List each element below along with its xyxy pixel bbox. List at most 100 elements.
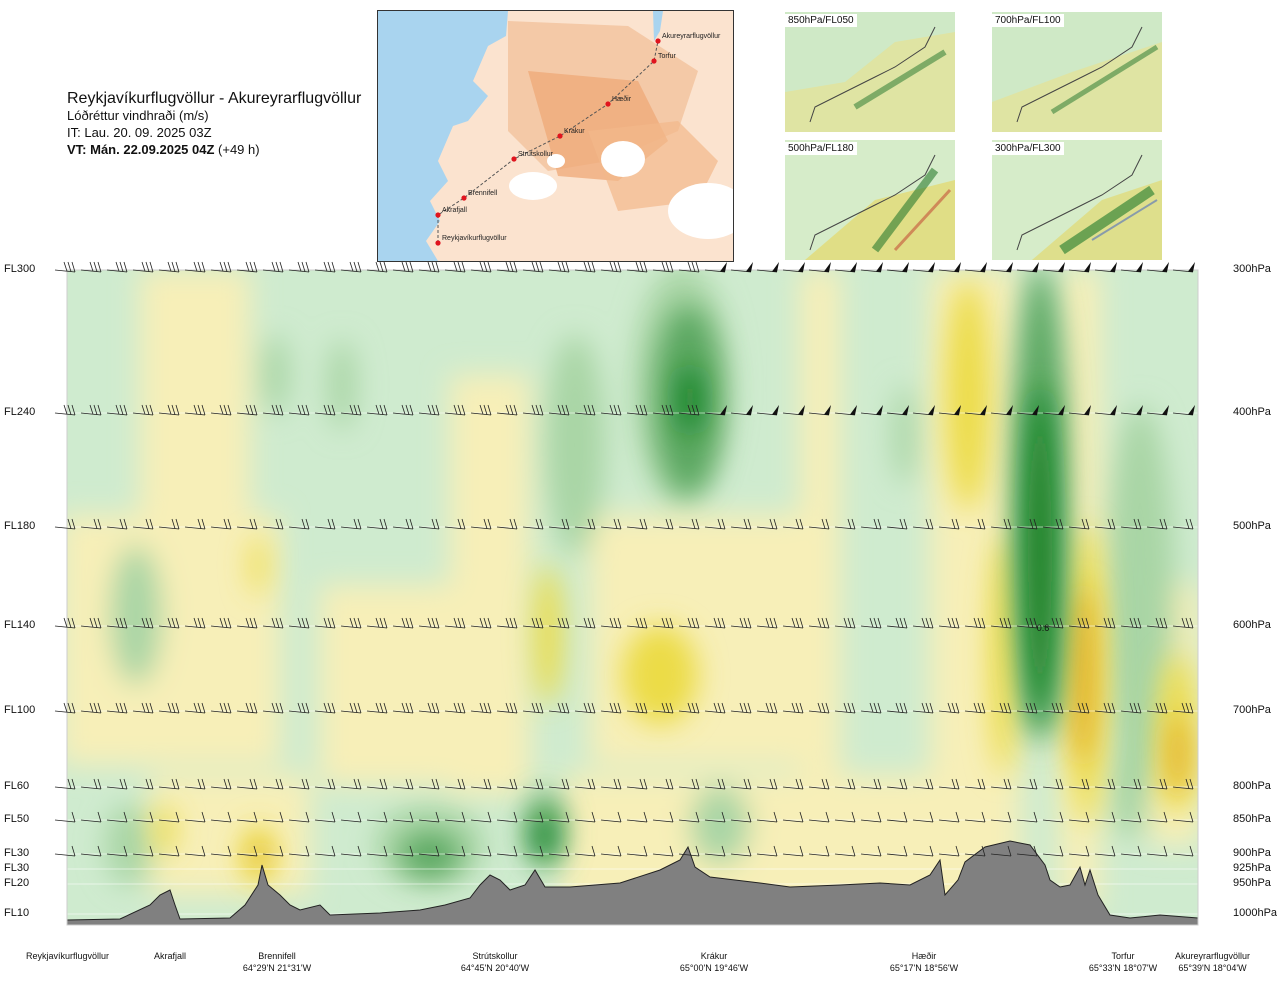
wind-barb	[236, 811, 258, 823]
wind-barb	[886, 518, 908, 530]
wind-barb	[912, 617, 934, 629]
wind-barb	[1068, 262, 1091, 273]
wind-barb	[964, 845, 986, 857]
wind-barb	[548, 702, 570, 714]
wind-barb	[834, 405, 857, 416]
wind-barb	[912, 702, 934, 714]
wind-barb	[418, 617, 440, 629]
route-waypoint-marker	[461, 195, 467, 201]
wind-barb	[548, 261, 570, 273]
wind-barb	[1016, 617, 1038, 629]
wind-barb	[496, 404, 518, 416]
route-waypoint-label: Krákur	[564, 128, 585, 135]
wind-barb	[730, 845, 752, 857]
wind-barb	[964, 518, 986, 530]
wind-barb	[106, 617, 128, 629]
wind-barb	[860, 262, 883, 273]
wind-barb	[184, 617, 206, 629]
wind-barb	[262, 261, 284, 273]
pressure-level-label: 600hPa	[1233, 619, 1271, 631]
wind-barb	[1146, 811, 1168, 823]
wind-barb	[548, 811, 570, 823]
wind-barb	[1120, 617, 1142, 629]
wind-barb	[366, 811, 388, 823]
wind-barb	[522, 811, 544, 823]
wind-barb	[1042, 262, 1065, 273]
wind-barb	[132, 518, 154, 530]
thumbnail-label: 700hPa/FL100	[992, 14, 1064, 27]
wind-barb	[548, 518, 570, 530]
wind-barb	[1016, 405, 1039, 416]
wind-barb	[366, 702, 388, 714]
wind-barb	[652, 404, 674, 416]
wind-barb	[340, 518, 362, 530]
wind-barb	[1146, 702, 1168, 714]
wind-barb	[912, 262, 935, 273]
wind-barb	[184, 702, 206, 714]
wind-barb	[184, 778, 206, 790]
wind-barb	[730, 778, 752, 790]
wind-barb	[132, 811, 154, 823]
wind-barb	[1094, 702, 1116, 714]
wind-barb	[522, 617, 544, 629]
wind-barb	[262, 702, 284, 714]
wind-barb	[340, 404, 362, 416]
thumbnail-300hpa[interactable]: 300hPa/FL300	[992, 140, 1162, 260]
wind-barb	[808, 405, 831, 416]
route-waypoint-marker	[435, 212, 441, 218]
wind-barb	[236, 845, 258, 857]
wind-barb	[990, 778, 1012, 790]
wind-barb	[1016, 845, 1038, 857]
wind-barb	[470, 778, 492, 790]
wind-barb	[704, 617, 726, 629]
wind-barb	[210, 261, 232, 273]
wind-barb	[1042, 617, 1064, 629]
flight-level-label: FL10	[4, 907, 30, 919]
wind-barb	[314, 617, 336, 629]
wind-barb	[1068, 845, 1090, 857]
wind-barb	[1146, 262, 1169, 273]
wind-barb	[54, 845, 76, 857]
wind-barb	[392, 702, 414, 714]
wind-barb	[158, 811, 180, 823]
wind-barb	[106, 261, 128, 273]
pressure-level-label: 400hPa	[1233, 406, 1271, 418]
wind-barb	[184, 811, 206, 823]
wind-barb	[964, 405, 987, 416]
wind-barb	[1068, 617, 1090, 629]
flight-level-label: FL30	[4, 847, 30, 859]
pressure-level-label: 950hPa	[1233, 877, 1271, 889]
wind-barb	[262, 811, 284, 823]
wind-barb	[54, 811, 76, 823]
route-waypoint-marker	[557, 133, 563, 139]
wind-barb	[938, 702, 960, 714]
wind-barb	[418, 702, 440, 714]
wind-barb	[1146, 405, 1169, 416]
thumbnail-700hpa[interactable]: 700hPa/FL100	[992, 12, 1162, 132]
thumbnail-500hpa[interactable]: 500hPa/FL180	[785, 140, 955, 260]
wind-barb	[184, 518, 206, 530]
wind-barb	[1172, 778, 1194, 790]
wind-barb	[886, 262, 909, 273]
wind-barb	[626, 845, 648, 857]
wind-barb	[782, 518, 804, 530]
wind-barb	[938, 262, 961, 273]
pressure-level-label: 800hPa	[1233, 780, 1271, 792]
flight-level-label: FL140	[4, 619, 36, 631]
wind-barb	[392, 518, 414, 530]
thumbnail-850hpa[interactable]: 850hPa/FL050	[785, 12, 955, 132]
wind-barb	[210, 778, 232, 790]
wind-barb	[990, 405, 1013, 416]
wind-barb	[288, 702, 310, 714]
waypoint-label: Hæðir 65°17'N 18°56'W	[889, 951, 959, 973]
wind-barb	[496, 518, 518, 530]
pressure-level-label: 500hPa	[1233, 520, 1271, 532]
wind-barb	[340, 811, 362, 823]
wind-barb	[106, 778, 128, 790]
wind-barb	[418, 261, 440, 273]
wind-barb	[132, 778, 154, 790]
flight-level-label: FL100	[4, 704, 36, 716]
wind-barb	[600, 845, 622, 857]
wind-barb	[444, 702, 466, 714]
wind-barb	[782, 811, 804, 823]
